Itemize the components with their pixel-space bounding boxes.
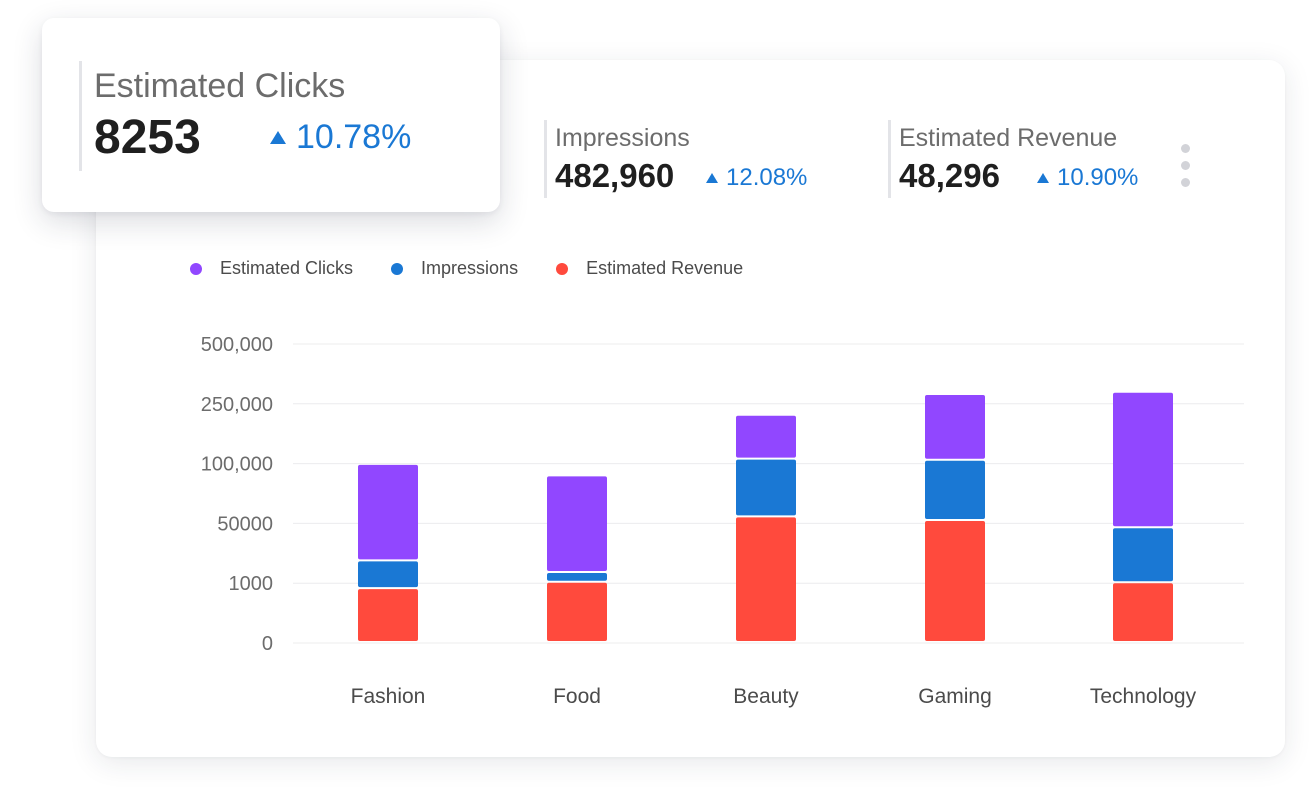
metric-value: 482,960 bbox=[555, 157, 675, 194]
metric-change-value: 12.08% bbox=[726, 164, 808, 191]
legend-label: Estimated Revenue bbox=[586, 258, 744, 278]
metric-label: Impressions bbox=[555, 124, 690, 152]
trend-up-icon bbox=[706, 173, 718, 183]
metric-change: 10.78% bbox=[270, 118, 411, 157]
bar-segment-estimated-clicks[interactable] bbox=[1113, 392, 1173, 527]
x-tick-label: Beauty bbox=[733, 685, 799, 708]
bar-segment-estimated-clicks[interactable] bbox=[736, 415, 796, 458]
metric-value: 48,296 bbox=[899, 157, 1000, 194]
x-tick-label: Technology bbox=[1090, 685, 1197, 708]
legend-item-clicks[interactable]: Estimated Clicks bbox=[190, 258, 353, 279]
x-tick-label: Gaming bbox=[918, 685, 992, 708]
bar-segment-impressions[interactable] bbox=[1113, 528, 1173, 582]
bar-segment-estimated-clicks[interactable] bbox=[925, 394, 985, 459]
highlight-card-clicks: Estimated Clicks 8253 10.78% bbox=[42, 18, 500, 212]
y-tick-label: 0 bbox=[262, 633, 273, 655]
x-tick-label: Fashion bbox=[351, 685, 426, 708]
bar-segment-impressions[interactable] bbox=[547, 573, 607, 581]
chart-legend: Estimated Clicks Impressions Estimated R… bbox=[190, 258, 781, 279]
bar-segment-estimated-revenue[interactable] bbox=[358, 589, 418, 641]
bar-segment-impressions[interactable] bbox=[358, 561, 418, 588]
legend-dot-icon bbox=[391, 262, 404, 275]
bar-segment-impressions[interactable] bbox=[736, 459, 796, 516]
y-tick-label: 500,000 bbox=[201, 334, 273, 356]
metric-change-value: 10.90% bbox=[1057, 164, 1139, 191]
legend-dot-icon bbox=[556, 262, 569, 275]
metric-change-value: 10.78% bbox=[296, 118, 412, 156]
bar-segment-estimated-revenue[interactable] bbox=[547, 582, 607, 641]
bar-segment-estimated-revenue[interactable] bbox=[1113, 583, 1173, 641]
bar-segment-impressions[interactable] bbox=[925, 460, 985, 520]
x-tick-label: Food bbox=[553, 685, 601, 708]
trend-up-icon bbox=[270, 131, 286, 144]
metric-revenue: Estimated Revenue 48,296 10.90% bbox=[888, 120, 1168, 200]
bar-segment-estimated-clicks[interactable] bbox=[547, 476, 607, 572]
metric-label: Estimated Revenue bbox=[899, 124, 1118, 152]
y-tick-label: 1000 bbox=[229, 573, 274, 595]
metric-divider bbox=[888, 120, 891, 198]
metric-impressions: Impressions 482,960 12.08% bbox=[544, 120, 844, 200]
y-tick-label: 250,000 bbox=[201, 394, 273, 416]
bar-segment-estimated-clicks[interactable] bbox=[358, 464, 418, 560]
legend-item-revenue[interactable]: Estimated Revenue bbox=[556, 258, 743, 279]
metric-divider bbox=[79, 61, 82, 171]
y-tick-label: 50000 bbox=[217, 513, 273, 535]
legend-dot-icon bbox=[190, 262, 202, 275]
legend-label: Impressions bbox=[421, 258, 519, 278]
metric-change: 10.90% bbox=[1037, 164, 1138, 192]
metric-divider bbox=[544, 120, 547, 198]
legend-label: Estimated Clicks bbox=[220, 258, 354, 278]
metric-label: Estimated Clicks bbox=[94, 67, 346, 105]
trend-up-icon bbox=[1037, 173, 1049, 183]
metric-change: 12.08% bbox=[706, 164, 807, 192]
bar-segment-estimated-revenue[interactable] bbox=[736, 517, 796, 641]
more-vertical-icon[interactable] bbox=[1179, 144, 1191, 187]
y-tick-label: 100,000 bbox=[201, 454, 273, 476]
bar-segment-estimated-revenue[interactable] bbox=[925, 521, 985, 641]
metric-value: 8253 bbox=[94, 111, 201, 164]
legend-item-impressions[interactable]: Impressions bbox=[391, 258, 518, 279]
